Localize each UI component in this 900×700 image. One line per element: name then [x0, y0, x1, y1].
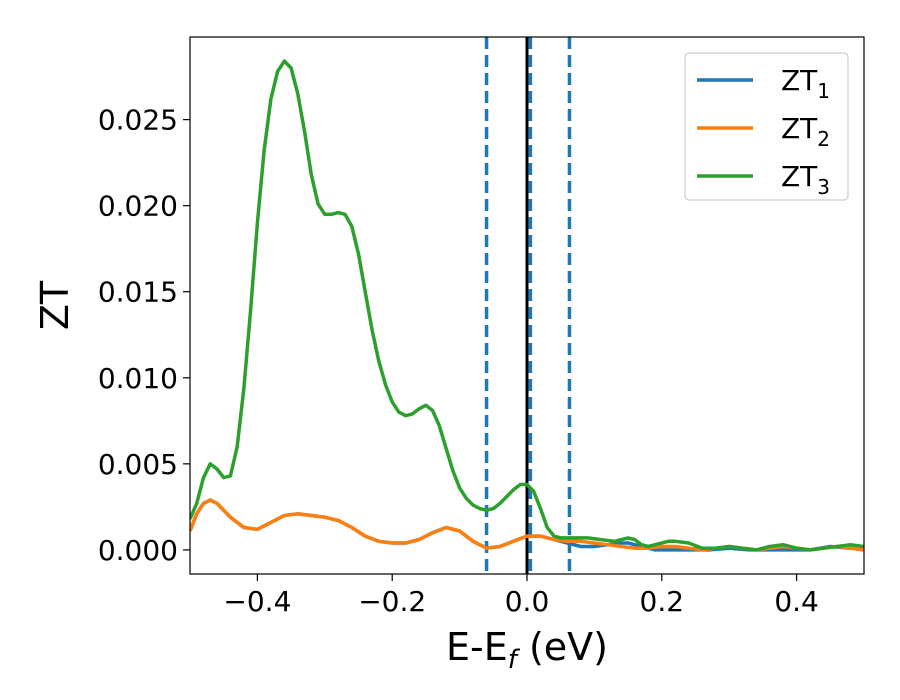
x-axis-label: E-Ef (eV)	[446, 625, 608, 675]
legend-label-main: ZT	[781, 112, 818, 145]
legend-label-zt1: ZT1	[781, 64, 830, 103]
y-tick-label: 0.015	[98, 276, 178, 309]
y-tick-label: 0.020	[98, 190, 178, 223]
x-axis-label-suffix: (eV)	[517, 625, 608, 669]
y-tick-label: 0.010	[98, 362, 178, 395]
y-tick-label: 0.025	[98, 104, 178, 137]
x-tick-label: −0.4	[223, 585, 291, 618]
y-tick-label: 0.000	[98, 534, 178, 567]
legend-box	[684, 52, 849, 201]
legend-label-main: ZT	[781, 64, 818, 97]
x-tick-label: 0.0	[505, 585, 550, 618]
legend-label-sub: 3	[817, 175, 830, 199]
legend-label-zt3: ZT3	[781, 160, 830, 199]
series-line-zt3	[190, 59, 864, 552]
legend-label-sub: 2	[817, 127, 830, 151]
x-axis-label-main: E-E	[446, 625, 508, 669]
x-tick-label: 0.2	[640, 585, 685, 618]
x-tick-label: 0.4	[774, 585, 819, 618]
y-tick-label: 0.005	[98, 448, 178, 481]
legend-label-sub: 1	[817, 79, 830, 103]
x-tick-label: −0.2	[358, 585, 426, 618]
legend-label-main: ZT	[781, 160, 818, 193]
y-axis-label: ZT	[33, 280, 77, 330]
legend-label-zt2: ZT2	[781, 112, 830, 151]
